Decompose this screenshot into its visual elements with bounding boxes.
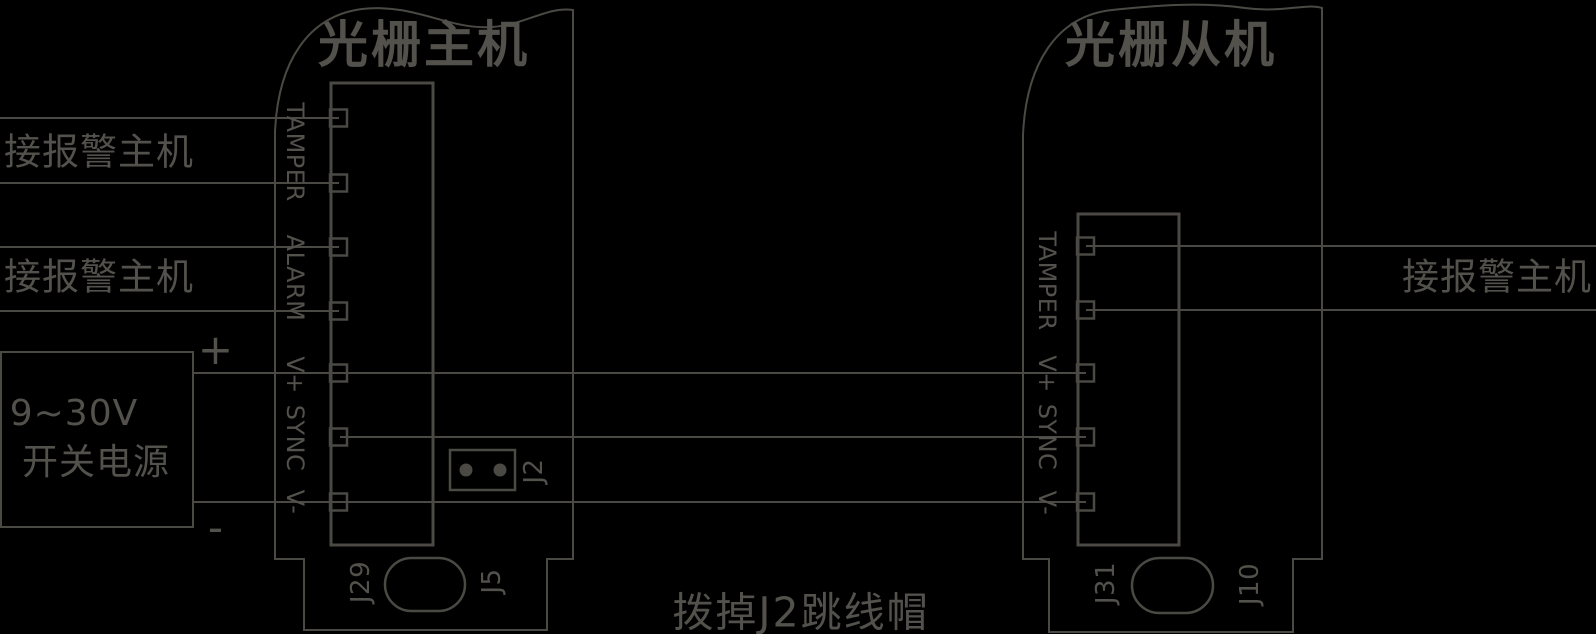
slave-ref-j10: J10 <box>1235 562 1265 606</box>
power-supply-box <box>0 351 194 528</box>
power-supply-voltage: 9~30V <box>9 393 139 434</box>
diagram-caption: 拨掉J2跳线帽 <box>672 588 930 634</box>
master-terminal-label-alarm: ALARM <box>281 234 309 322</box>
alarm-host-label-right: 接报警主机 <box>1402 255 1592 299</box>
alarm-host-label-left-bottom: 接报警主机 <box>4 255 194 299</box>
slave-terminal-tamper-1 <box>1075 236 1096 256</box>
master-terminal-alarm-2 <box>328 301 349 321</box>
master-terminal-sync <box>328 427 349 447</box>
j2-jumper <box>448 448 517 492</box>
slave-terminal-label-vminus: V- <box>1033 490 1061 516</box>
master-terminal-tamper-2 <box>328 173 349 193</box>
slave-mounting-slot <box>1130 556 1215 615</box>
master-terminal-label-sync: SYNC <box>281 404 309 472</box>
slave-device-outline <box>1022 3 1323 633</box>
slave-terminal-vplus <box>1075 363 1096 383</box>
master-title: 光栅主机 <box>318 16 530 74</box>
master-device-outline <box>274 7 574 631</box>
slave-terminal-label-tamper: TAMPER <box>1033 231 1061 331</box>
slave-terminal-label-sync: SYNC <box>1033 403 1061 471</box>
master-terminal-label-tamper: TAMPER <box>281 102 309 202</box>
power-supply-name: 开关电源 <box>21 442 171 483</box>
j2-pin-dot <box>459 463 473 477</box>
master-jumper-ref-j2: J2 <box>519 458 549 484</box>
slave-terminal-label-vplus: V+ <box>1033 355 1061 393</box>
master-ref-j29: J29 <box>346 560 376 604</box>
master-terminal-vplus <box>328 363 349 383</box>
master-terminal-alarm-1 <box>328 237 349 257</box>
master-terminal-tamper-1 <box>328 108 349 128</box>
master-ref-j5: J5 <box>477 568 507 594</box>
power-minus-sign: - <box>207 503 225 552</box>
master-terminal-vminus <box>328 492 349 512</box>
slave-title: 光栅从机 <box>1065 16 1277 74</box>
alarm-host-label-left-top: 接报警主机 <box>4 130 194 174</box>
slave-terminal-tamper-2 <box>1075 300 1096 320</box>
master-mounting-slot <box>383 556 467 613</box>
slave-terminal-sync <box>1075 427 1096 447</box>
j2-pin-dot <box>493 463 507 477</box>
master-terminal-label-vminus: V- <box>281 489 309 515</box>
slave-ref-j31: J31 <box>1091 561 1121 605</box>
power-plus-sign: + <box>197 325 235 374</box>
slave-terminal-vminus <box>1075 492 1096 512</box>
j2-jumper-body <box>448 448 517 492</box>
master-terminal-label-vplus: V+ <box>281 356 309 394</box>
